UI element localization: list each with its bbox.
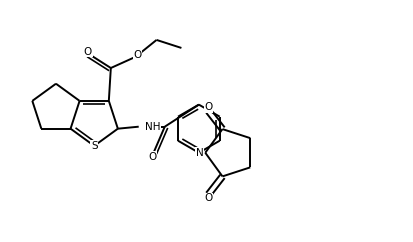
Text: N: N <box>196 148 204 158</box>
Text: O: O <box>133 50 141 60</box>
Text: O: O <box>84 47 92 57</box>
Text: O: O <box>204 193 213 204</box>
Text: NH: NH <box>145 122 160 132</box>
Text: O: O <box>204 102 213 112</box>
Text: S: S <box>91 141 97 151</box>
Text: O: O <box>149 152 157 162</box>
